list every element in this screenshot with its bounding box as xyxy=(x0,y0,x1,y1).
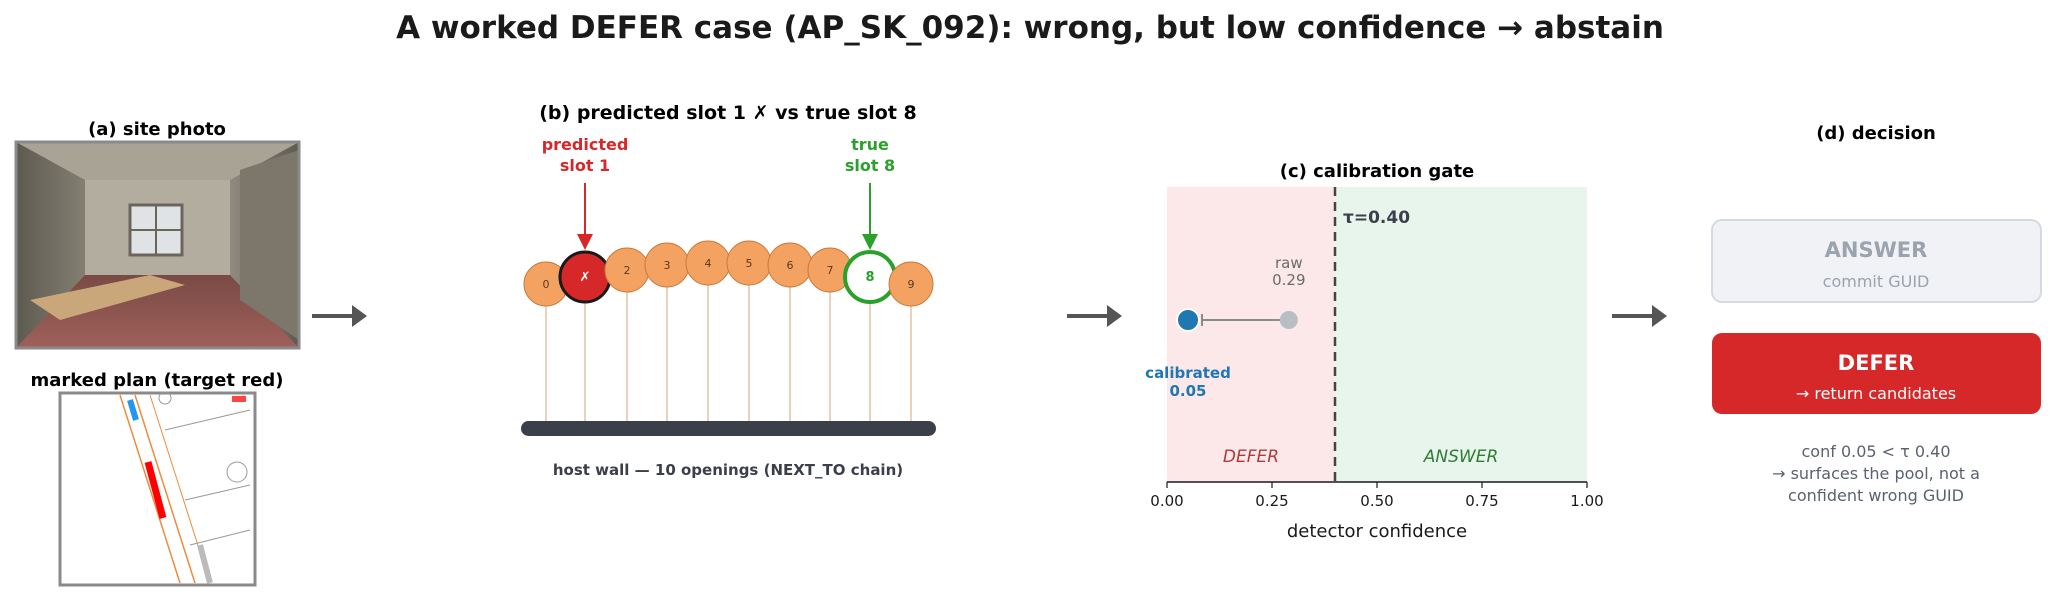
answer-box: ANSWER commit GUID xyxy=(1711,219,2042,303)
threshold-label: τ=0.40 xyxy=(1343,208,1410,228)
panel-b-title: (b) predicted slot 1 ✗ vs true slot 8 xyxy=(539,102,917,124)
slot-label: 2 xyxy=(624,264,631,277)
x-axis-label: detector confidence xyxy=(1287,521,1467,542)
defer-box-title: DEFER xyxy=(1838,351,1915,375)
slot-label: 0 xyxy=(543,278,550,291)
panel-d-title: (d) decision xyxy=(1816,123,1936,144)
answer-box-title: ANSWER xyxy=(1825,238,1928,262)
decision-note-line1: conf 0.05 < τ 0.40 xyxy=(1802,442,1951,461)
true-label-line1: true xyxy=(851,135,889,154)
host-wall-bar xyxy=(521,421,936,436)
slot-label: 8 xyxy=(865,270,874,285)
slot-circle xyxy=(888,261,934,307)
host-wall-caption: host wall — 10 openings (NEXT_TO chain) xyxy=(553,461,903,479)
site-photo xyxy=(14,140,301,350)
x-tick-label: 0.25 xyxy=(1255,492,1288,510)
defer-box: DEFER → return candidates xyxy=(1712,333,2041,414)
x-tick-label: 0.75 xyxy=(1465,492,1498,510)
slot-label: 5 xyxy=(746,257,753,270)
defer-region-label: DEFER xyxy=(1223,447,1279,467)
slot-label: 9 xyxy=(908,278,915,291)
x-tick-label: 0.50 xyxy=(1360,492,1393,510)
predicted-label-line1: predicted xyxy=(542,135,629,154)
raw-confidence-point xyxy=(1279,311,1298,329)
predicted-slot-mark: ✗ xyxy=(580,270,591,285)
slot-label: 4 xyxy=(705,257,712,270)
defer-region xyxy=(1167,187,1335,482)
slot-chain: 0 ✗ 2 3 4 5 6 7 8 9 xyxy=(523,240,934,421)
raw-label: raw xyxy=(1275,254,1303,272)
decision-note-line2: → surfaces the pool, not a xyxy=(1772,464,1980,483)
flow-arrow-ab xyxy=(312,305,367,327)
calibrated-confidence-point xyxy=(1176,308,1200,332)
flow-arrow-cd xyxy=(1612,305,1667,327)
answer-region-label: ANSWER xyxy=(1423,447,1499,467)
x-tick-label: 1.00 xyxy=(1570,492,1603,510)
raw-value-label: 0.29 xyxy=(1272,271,1305,289)
marked-plan xyxy=(58,391,257,587)
calibrated-label: calibrated xyxy=(1145,364,1231,382)
answer-box-sub: commit GUID xyxy=(1823,272,1930,291)
flow-arrow-bc xyxy=(1067,305,1122,327)
true-label-line2: slot 8 xyxy=(845,156,895,175)
figure-title: A worked DEFER case (AP_SK_092): wrong, … xyxy=(396,10,1664,46)
slot-label: 7 xyxy=(827,264,834,277)
calibrated-value-label: 0.05 xyxy=(1169,382,1206,400)
panel-c-title: (c) calibration gate xyxy=(1280,161,1475,182)
slot-label: 3 xyxy=(664,259,671,272)
site-photo-title: (a) site photo xyxy=(88,119,226,140)
x-tick-label: 0.00 xyxy=(1150,492,1183,510)
predicted-label-line2: slot 1 xyxy=(560,156,610,175)
decision-note-line3: confident wrong GUID xyxy=(1788,486,1964,505)
marked-plan-title: marked plan (target red) xyxy=(31,370,284,391)
defer-box-sub: → return candidates xyxy=(1796,384,1956,403)
answer-region xyxy=(1335,187,1587,482)
slot-label: 6 xyxy=(787,259,794,272)
